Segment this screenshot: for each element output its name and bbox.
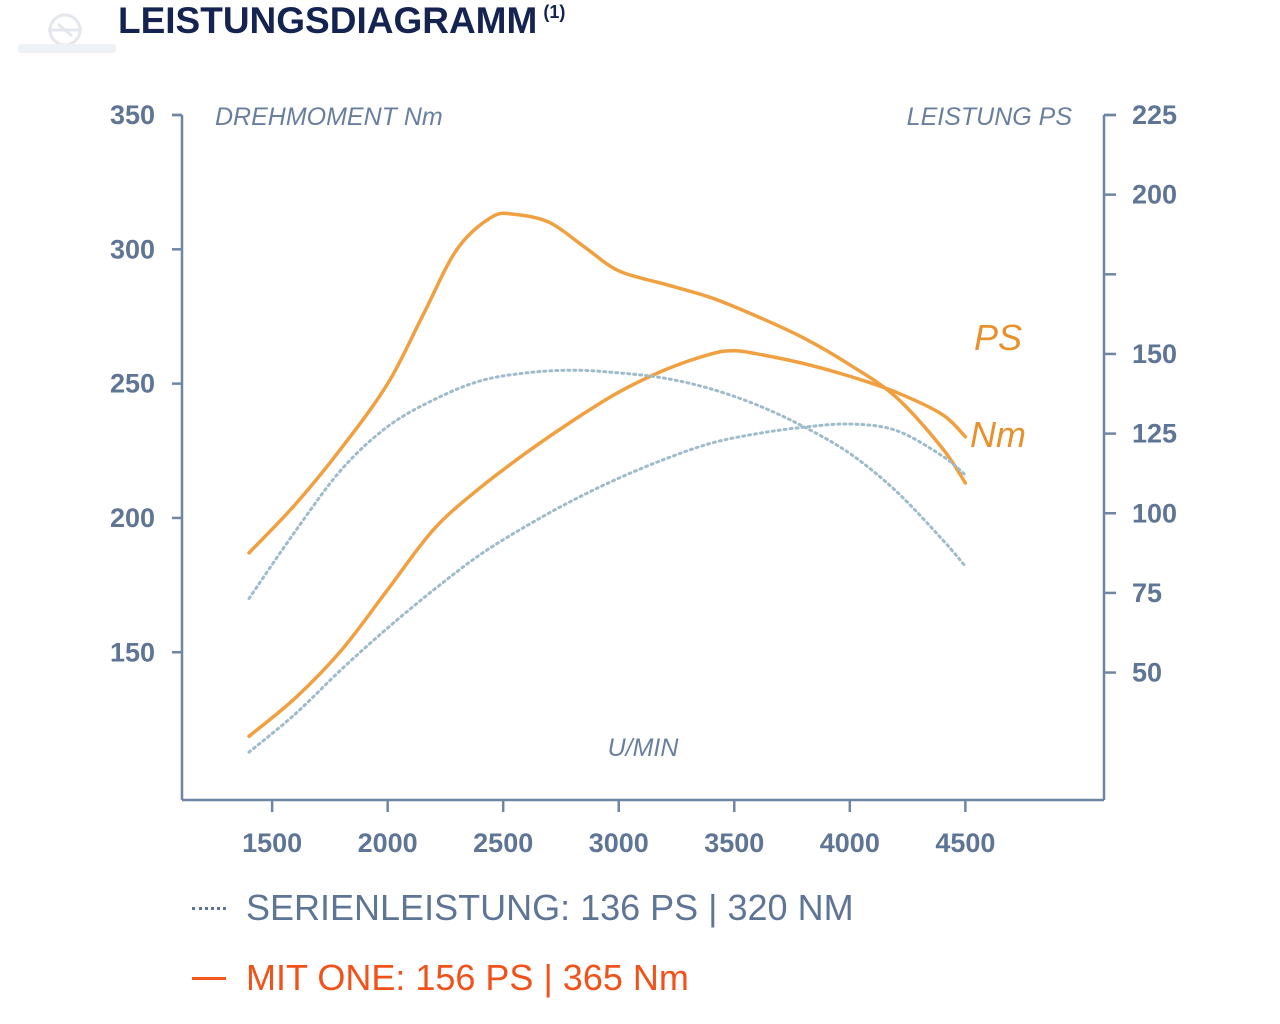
legend-dotted-line-icon [192, 906, 226, 910]
power-chart: 150 200 250 300 350 50 75 100 125 150 200 225 1500 20… [110, 100, 1177, 858]
y-right-tick-label: 225 [1132, 100, 1177, 130]
y-left-tick-label: 200 [110, 503, 155, 533]
y-right-axis-title: LEISTUNG PS [907, 103, 1073, 131]
y-right-tick-label: 200 [1132, 180, 1177, 210]
legend-tuned: MIT ONE: 156 PS | 365 Nm [192, 955, 689, 1001]
x-tick-label: 3500 [704, 828, 764, 858]
legend: SERIENLEISTUNG: 136 PS | 320 NM [192, 885, 854, 931]
y-right-tick-label: 150 [1132, 339, 1177, 369]
legend-item-tuned: MIT ONE: 156 PS | 365 Nm [192, 955, 689, 1001]
legend-solid-line-icon [192, 976, 226, 980]
y-left-tick-label: 150 [110, 637, 155, 667]
watermark-logo [18, 13, 116, 53]
x-tick-label: 4500 [935, 828, 995, 858]
x-tick-label: 1500 [242, 828, 302, 858]
page-title: LEISTUNGSDIAGRAMM (1) [118, 0, 565, 42]
tuned-ps-curve [247, 349, 968, 739]
y-right-tick-label: 50 [1132, 658, 1162, 688]
legend-item-standard: SERIENLEISTUNG: 136 PS | 320 NM [192, 885, 854, 931]
legend-tuned-label: MIT ONE: 156 PS | 365 Nm [246, 957, 689, 998]
y-left-tick-label: 300 [110, 234, 155, 264]
y-left-tick-label: 350 [110, 100, 155, 130]
legend-standard-label: SERIENLEISTUNG: 136 PS | 320 NM [246, 887, 854, 928]
nm-curve-label: Nm [970, 414, 1026, 455]
y-right-tick-label: 125 [1132, 419, 1177, 449]
x-tick-label: 3000 [589, 828, 649, 858]
x-tick-label: 4000 [820, 828, 880, 858]
x-tick-label: 2500 [473, 828, 533, 858]
title-text: LEISTUNGSDIAGRAMM [118, 0, 538, 41]
title-footnote: (1) [543, 2, 566, 22]
standard-ps-curve [247, 422, 967, 754]
ps-curve-label: PS [974, 317, 1022, 358]
y-left-tick-label: 250 [110, 369, 155, 399]
x-axis-title: U/MIN [608, 734, 680, 762]
y-right-tick-label: 100 [1132, 498, 1177, 528]
standard-nm-curve [247, 368, 967, 601]
y-left-axis-title: DREHMOMENT Nm [215, 103, 443, 131]
tuned-nm-curve [247, 211, 968, 555]
y-right-tick-label: 75 [1132, 578, 1162, 608]
x-tick-label: 2000 [358, 828, 418, 858]
